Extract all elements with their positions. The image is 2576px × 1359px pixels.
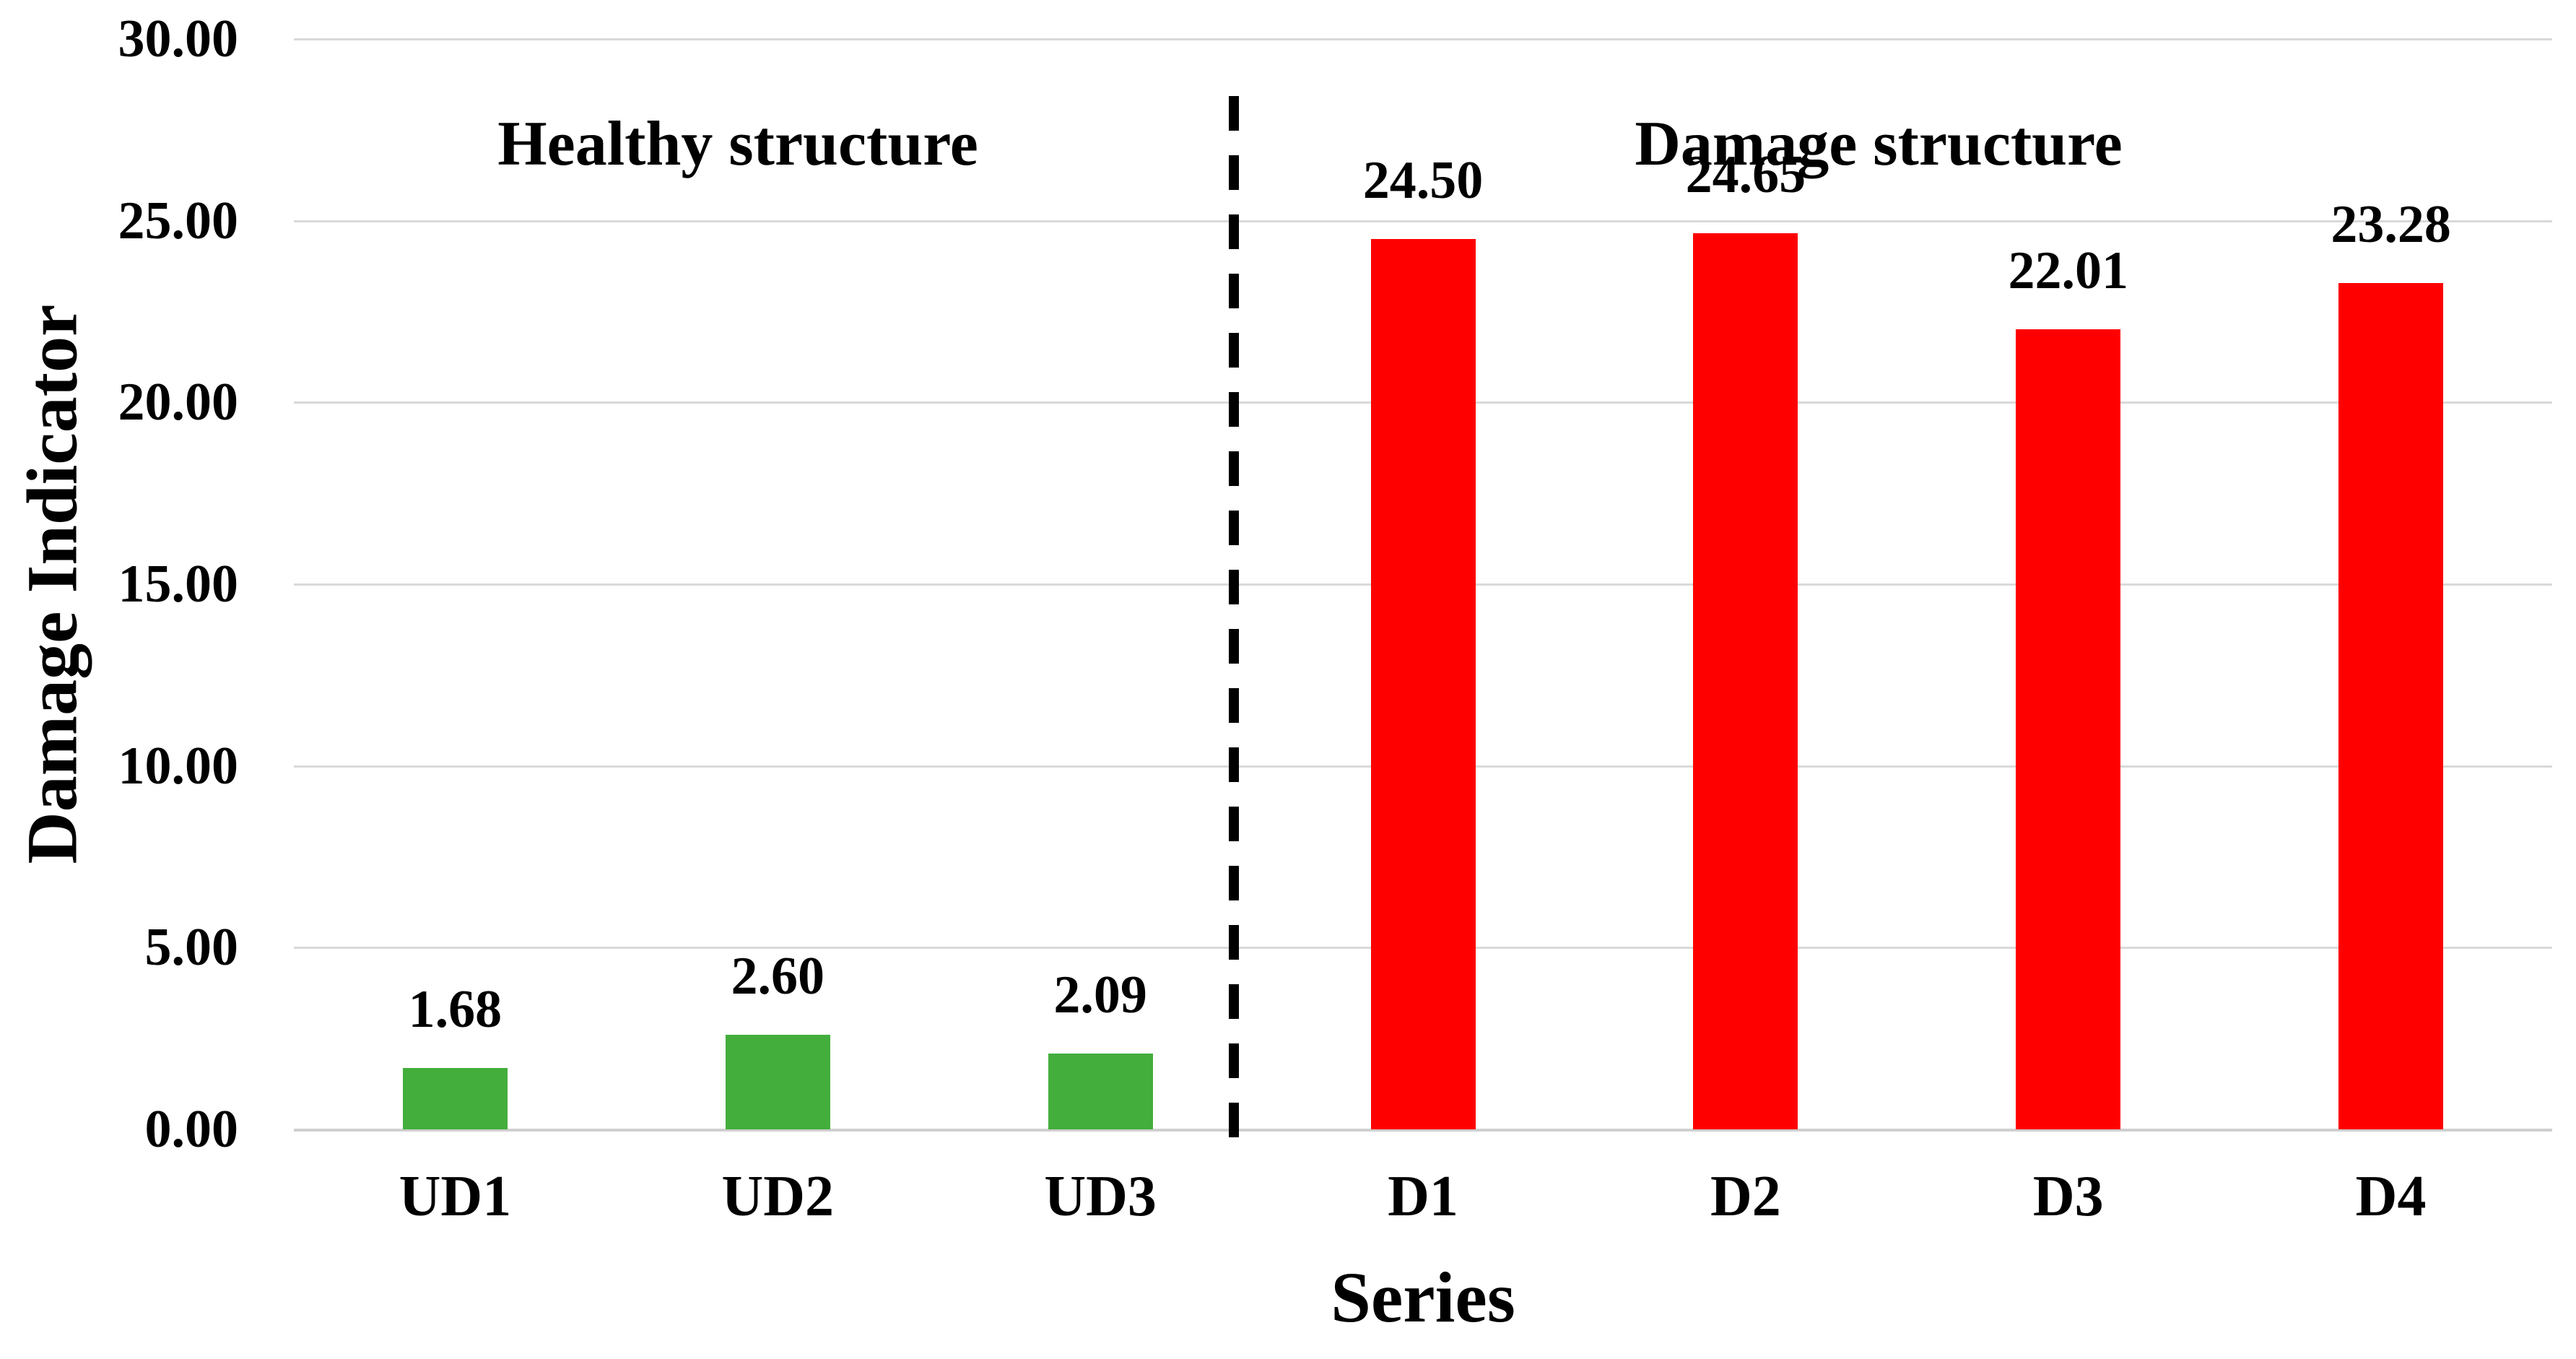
- data-label-D3: 22.01: [2008, 241, 2128, 301]
- annotation-healthy-structure: Healthy structure: [497, 109, 978, 179]
- y-tick-label-20.00: 20.00: [118, 373, 239, 433]
- bar-UD3: [1048, 1053, 1153, 1129]
- bar-D3: [2016, 329, 2121, 1129]
- data-label-UD2: 2.60: [731, 947, 825, 1007]
- data-label-D4: 23.28: [2331, 195, 2451, 255]
- x-axis-title: Series: [1331, 1257, 1515, 1337]
- data-label-D2: 24.65: [1685, 145, 1806, 205]
- y-tick-label-25.00: 25.00: [118, 191, 239, 251]
- y-tick-label-10.00: 10.00: [118, 736, 239, 796]
- y-tick-label-30.00: 30.00: [118, 9, 239, 69]
- y-tick-label-5.00: 5.00: [144, 918, 239, 978]
- bar-UD2: [725, 1035, 830, 1129]
- category-label-UD3: UD3: [1044, 1165, 1157, 1228]
- category-label-UD1: UD1: [399, 1165, 512, 1228]
- category-label-D3: D3: [2032, 1165, 2104, 1228]
- y-tick-label-15.00: 15.00: [118, 555, 239, 614]
- category-label-D1: D1: [1388, 1165, 1458, 1228]
- category-label-UD2: UD2: [721, 1165, 835, 1228]
- data-label-UD1: 1.68: [408, 980, 502, 1040]
- y-tick-label-0.00: 0.00: [144, 1100, 239, 1159]
- data-label-UD3: 2.09: [1053, 965, 1147, 1025]
- category-label-D4: D4: [2355, 1165, 2427, 1228]
- gridline-0.00: [294, 1129, 2552, 1132]
- category-label-D2: D2: [1710, 1165, 1781, 1228]
- bar-D2: [1693, 233, 1798, 1129]
- data-label-D1: 24.50: [1362, 150, 1484, 210]
- bar-D1: [1370, 238, 1476, 1129]
- bar-D4: [2338, 283, 2444, 1129]
- dashed-separator-line: [1229, 96, 1239, 1141]
- bar-UD1: [402, 1068, 508, 1129]
- gridline-30.00: [294, 38, 2552, 40]
- annotation-damage-structure: Damage structure: [1635, 109, 2123, 179]
- gridline-25.00: [294, 220, 2552, 222]
